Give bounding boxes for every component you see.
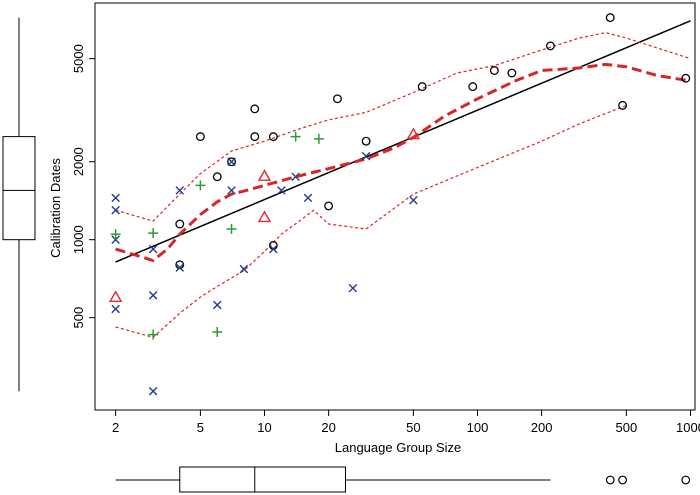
- upper-band-line: [115, 31, 691, 222]
- smooth-line: [115, 62, 691, 263]
- plot-frame: [94, 2, 696, 411]
- plus-point: [195, 180, 206, 191]
- x-tick-label: 1000: [676, 420, 700, 435]
- y-tick-label: 500: [71, 307, 86, 329]
- x-point: [111, 304, 120, 314]
- circle-point: [361, 136, 371, 146]
- x-point: [111, 235, 120, 244]
- x-boxplot-outlier: [618, 475, 627, 485]
- x-point: [111, 205, 120, 215]
- circle-point: [250, 104, 260, 114]
- plot-area: 2 5 10 20 50 100 200 500 1000 500 1000 2000 5000: [71, 2, 700, 435]
- circle-point: [618, 100, 628, 110]
- circle-point: [324, 201, 334, 211]
- circle-point: [468, 82, 478, 92]
- triangle-point: [257, 169, 272, 181]
- circle-point: [507, 68, 517, 78]
- x-tick-label: 2: [112, 420, 119, 435]
- triangle-point: [257, 210, 272, 223]
- x-point: [303, 193, 313, 203]
- x-tick-label: 10: [257, 420, 271, 435]
- plus-point: [212, 327, 223, 338]
- x-tick-label: 20: [321, 420, 335, 435]
- y-tick-label: 5000: [71, 44, 86, 73]
- circle-point: [212, 172, 222, 182]
- x-boxplot-box: [179, 466, 346, 493]
- circle-point: [417, 82, 427, 92]
- y-tick-label: 1000: [71, 225, 86, 254]
- y-boxplot-box: [2, 136, 36, 241]
- y-tick-label: 2000: [71, 147, 86, 176]
- triangle-point: [406, 127, 421, 140]
- circle-point: [332, 94, 342, 104]
- x-point: [175, 263, 185, 272]
- x-point: [212, 300, 222, 310]
- plus-point: [110, 229, 121, 240]
- x-point: [348, 283, 358, 293]
- x-boxplot-outlier: [605, 475, 615, 485]
- y-axis-label: Calibration Dates: [48, 158, 63, 258]
- circle-point: [250, 132, 260, 142]
- circle-point: [545, 41, 555, 51]
- x-point: [148, 290, 158, 300]
- x-point: [227, 157, 236, 167]
- x-axis-label: Language Group Size: [335, 440, 461, 455]
- circle-point: [268, 132, 278, 142]
- plus-point: [148, 329, 159, 340]
- plus-point: [148, 228, 159, 239]
- plus-point: [226, 223, 237, 234]
- circle-point: [195, 132, 205, 142]
- x-point: [111, 193, 120, 203]
- x-tick-label: 5: [197, 420, 204, 435]
- plus-point: [313, 133, 324, 144]
- circle-point: [681, 73, 691, 83]
- x-point: [291, 172, 300, 182]
- x-boxplot-outlier: [681, 475, 691, 485]
- x-tick-label: 50: [406, 420, 420, 435]
- circle-point: [175, 219, 185, 229]
- x-point: [148, 386, 158, 396]
- circle-point: [489, 66, 499, 75]
- x-tick-label: 500: [616, 420, 638, 435]
- x-point: [175, 186, 185, 195]
- circle-point: [605, 13, 615, 23]
- x-point: [239, 264, 249, 274]
- circle-point: [227, 157, 236, 167]
- x-point: [269, 244, 278, 254]
- triangle-point: [108, 290, 123, 302]
- x-point: [409, 195, 418, 205]
- lower-band-line: [115, 104, 627, 338]
- x-point: [148, 244, 158, 254]
- plus-point: [290, 131, 301, 142]
- x-point: [277, 186, 286, 195]
- x-point: [361, 151, 371, 161]
- x-point: [227, 186, 236, 195]
- x-tick-label: 100: [467, 420, 489, 435]
- x-tick-label: 200: [531, 420, 553, 435]
